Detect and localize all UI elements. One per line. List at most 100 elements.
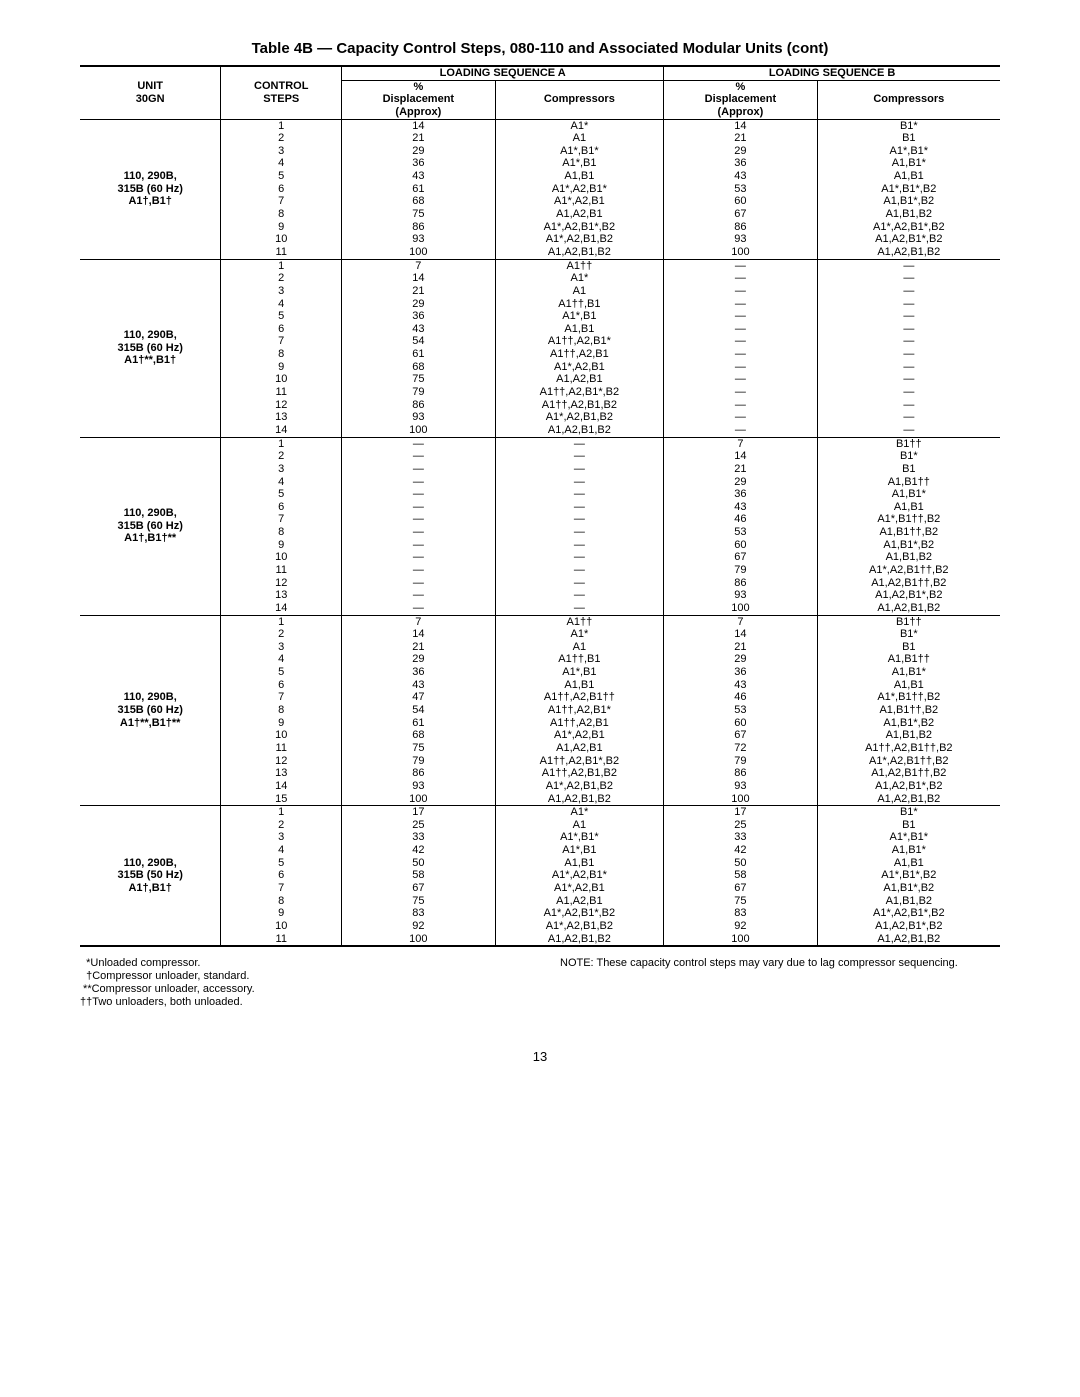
data-cell: 7	[664, 615, 817, 628]
data-cell: A1,A2,B1*,B2	[817, 920, 1000, 933]
data-cell: 86	[664, 221, 817, 234]
data-cell: —	[664, 298, 817, 311]
data-cell: 36	[342, 310, 495, 323]
data-cell: 13	[221, 767, 342, 780]
hdr-unit: UNIT 30GN	[80, 66, 221, 119]
data-cell: A1*	[495, 272, 664, 285]
data-cell: 10	[221, 551, 342, 564]
data-cell: A1††,A2,B1*	[495, 335, 664, 348]
data-cell: —	[664, 272, 817, 285]
data-cell: A1*	[495, 806, 664, 819]
data-cell: 46	[664, 513, 817, 526]
data-cell: A1*,A2,B1,B2	[495, 920, 664, 933]
data-cell: 3	[221, 463, 342, 476]
data-cell: —	[817, 285, 1000, 298]
data-cell: A1,A2,B1,B2	[495, 933, 664, 947]
data-cell: A1††,A2,B1*,B2	[495, 386, 664, 399]
data-cell: —	[495, 539, 664, 552]
unit-cell: 110, 290B, 315B (50 Hz) A1†,B1†	[80, 806, 221, 947]
data-cell: 29	[664, 476, 817, 489]
table-title: Table 4B — Capacity Control Steps, 080-1…	[80, 40, 1000, 57]
data-cell: 50	[664, 857, 817, 870]
data-cell: 1	[221, 259, 342, 272]
data-cell: 75	[342, 895, 495, 908]
data-cell: —	[495, 476, 664, 489]
hdr-disp-b: % Displacement (Approx)	[664, 80, 817, 119]
data-cell: A1*,A2,B1*	[495, 183, 664, 196]
data-cell: —	[495, 564, 664, 577]
data-cell: A1,B1††,B2	[817, 526, 1000, 539]
data-cell: 8	[221, 526, 342, 539]
data-cell: 72	[664, 742, 817, 755]
data-cell: A1,B1	[495, 170, 664, 183]
data-cell: —	[495, 437, 664, 450]
data-cell: 43	[664, 501, 817, 514]
data-cell: 61	[342, 348, 495, 361]
data-cell: B1*	[817, 628, 1000, 641]
data-cell: 7	[221, 882, 342, 895]
data-cell: A1*,B1††,B2	[817, 513, 1000, 526]
data-cell: 36	[664, 488, 817, 501]
data-cell: B1	[817, 819, 1000, 832]
data-cell: A1††,A2,B1††	[495, 691, 664, 704]
data-cell: —	[342, 602, 495, 615]
data-cell: 7	[342, 615, 495, 628]
data-cell: 29	[342, 145, 495, 158]
data-cell: 100	[342, 424, 495, 437]
data-cell: 10	[221, 233, 342, 246]
data-cell: 7	[342, 259, 495, 272]
data-cell: A1,B1*	[817, 157, 1000, 170]
data-cell: —	[342, 577, 495, 590]
data-cell: 92	[342, 920, 495, 933]
data-cell: 17	[664, 806, 817, 819]
data-cell: —	[817, 310, 1000, 323]
data-cell: 93	[664, 233, 817, 246]
data-cell: 21	[664, 463, 817, 476]
data-cell: 10	[221, 729, 342, 742]
data-cell: —	[342, 513, 495, 526]
data-cell: A1††,A2,B1,B2	[495, 767, 664, 780]
data-cell: A1,A2,B1*,B2	[817, 233, 1000, 246]
unit-cell: 110, 290B, 315B (60 Hz) A1†**,B1†**	[80, 615, 221, 806]
data-cell: —	[664, 386, 817, 399]
data-cell: A1††,A2,B1*	[495, 704, 664, 717]
data-cell: A1	[495, 132, 664, 145]
data-cell: A1,A2,B1,B2	[817, 602, 1000, 615]
data-cell: 8	[221, 208, 342, 221]
data-cell: 86	[342, 399, 495, 412]
data-cell: 5	[221, 170, 342, 183]
data-cell: —	[817, 411, 1000, 424]
data-cell: A1,A2,B1††,B2	[817, 767, 1000, 780]
data-cell: A1*,B1*	[817, 145, 1000, 158]
data-cell: 14	[342, 272, 495, 285]
data-cell: 54	[342, 704, 495, 717]
data-cell: 14	[664, 450, 817, 463]
data-cell: A1,B1*,B2	[817, 195, 1000, 208]
data-cell: 14	[221, 780, 342, 793]
data-cell: 100	[342, 246, 495, 259]
data-cell: 25	[664, 819, 817, 832]
footnote-line: ††Two unloaders, both unloaded.	[80, 996, 520, 1008]
data-cell: 92	[664, 920, 817, 933]
data-cell: —	[342, 526, 495, 539]
data-cell: 15	[221, 793, 342, 806]
data-cell: —	[342, 589, 495, 602]
data-cell: 14	[664, 119, 817, 132]
data-cell: 10	[221, 920, 342, 933]
data-cell: A1	[495, 819, 664, 832]
data-cell: A1	[495, 641, 664, 654]
data-cell: A1††	[495, 259, 664, 272]
data-cell: 43	[342, 323, 495, 336]
data-cell: A1,A2,B1,B2	[817, 246, 1000, 259]
data-cell: 14	[342, 119, 495, 132]
data-cell: 4	[221, 844, 342, 857]
data-cell: 93	[342, 233, 495, 246]
data-cell: A1	[495, 285, 664, 298]
data-cell: 58	[664, 869, 817, 882]
data-cell: 43	[664, 679, 817, 692]
data-cell: —	[817, 259, 1000, 272]
data-cell: —	[817, 373, 1000, 386]
data-cell: 4	[221, 653, 342, 666]
data-cell: A1,A2,B1	[495, 208, 664, 221]
data-cell: 11	[221, 386, 342, 399]
